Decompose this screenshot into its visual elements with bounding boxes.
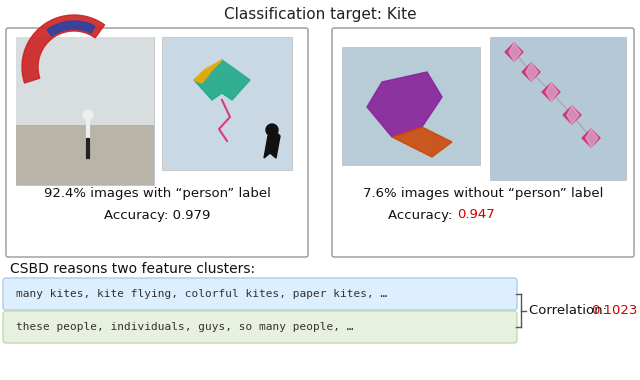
FancyBboxPatch shape — [3, 311, 517, 343]
Bar — [342, 47, 480, 165]
Bar — [16, 37, 154, 185]
Polygon shape — [392, 127, 452, 157]
Polygon shape — [509, 43, 521, 61]
FancyBboxPatch shape — [6, 28, 308, 257]
Text: CSBD reasons two feature clusters:: CSBD reasons two feature clusters: — [10, 262, 255, 276]
Polygon shape — [505, 43, 523, 61]
Polygon shape — [567, 106, 579, 124]
Polygon shape — [582, 129, 600, 147]
FancyBboxPatch shape — [3, 278, 517, 310]
Bar — [16, 125, 154, 185]
Polygon shape — [542, 83, 560, 101]
Circle shape — [266, 124, 278, 136]
Polygon shape — [526, 63, 538, 81]
Text: Accuracy: 0.979: Accuracy: 0.979 — [104, 209, 210, 222]
Text: 0.947: 0.947 — [457, 209, 495, 222]
Text: 7.6% images without “person” label: 7.6% images without “person” label — [363, 187, 603, 200]
Polygon shape — [546, 83, 558, 101]
Bar — [490, 37, 626, 180]
Polygon shape — [194, 60, 222, 83]
Polygon shape — [194, 60, 250, 100]
Text: Accuracy: 0.947: Accuracy: 0.947 — [430, 209, 536, 222]
Polygon shape — [264, 130, 280, 158]
Polygon shape — [367, 72, 442, 137]
Polygon shape — [47, 21, 95, 36]
Text: Accuracy:: Accuracy: — [388, 209, 457, 222]
Polygon shape — [22, 15, 104, 83]
Text: these people, individuals, guys, so many people, …: these people, individuals, guys, so many… — [16, 322, 353, 332]
Bar — [162, 37, 292, 170]
Text: Classification target: Kite: Classification target: Kite — [224, 7, 416, 22]
Bar — [16, 37, 154, 125]
Text: Correlation:: Correlation: — [529, 304, 611, 317]
Text: 0.1023: 0.1023 — [591, 304, 637, 317]
Text: 92.4% images with “person” label: 92.4% images with “person” label — [44, 187, 271, 200]
Circle shape — [83, 110, 93, 120]
Polygon shape — [586, 129, 598, 147]
FancyBboxPatch shape — [332, 28, 634, 257]
Polygon shape — [563, 106, 581, 124]
Text: many kites, kite flying, colorful kites, paper kites, …: many kites, kite flying, colorful kites,… — [16, 289, 387, 299]
Polygon shape — [522, 63, 540, 81]
